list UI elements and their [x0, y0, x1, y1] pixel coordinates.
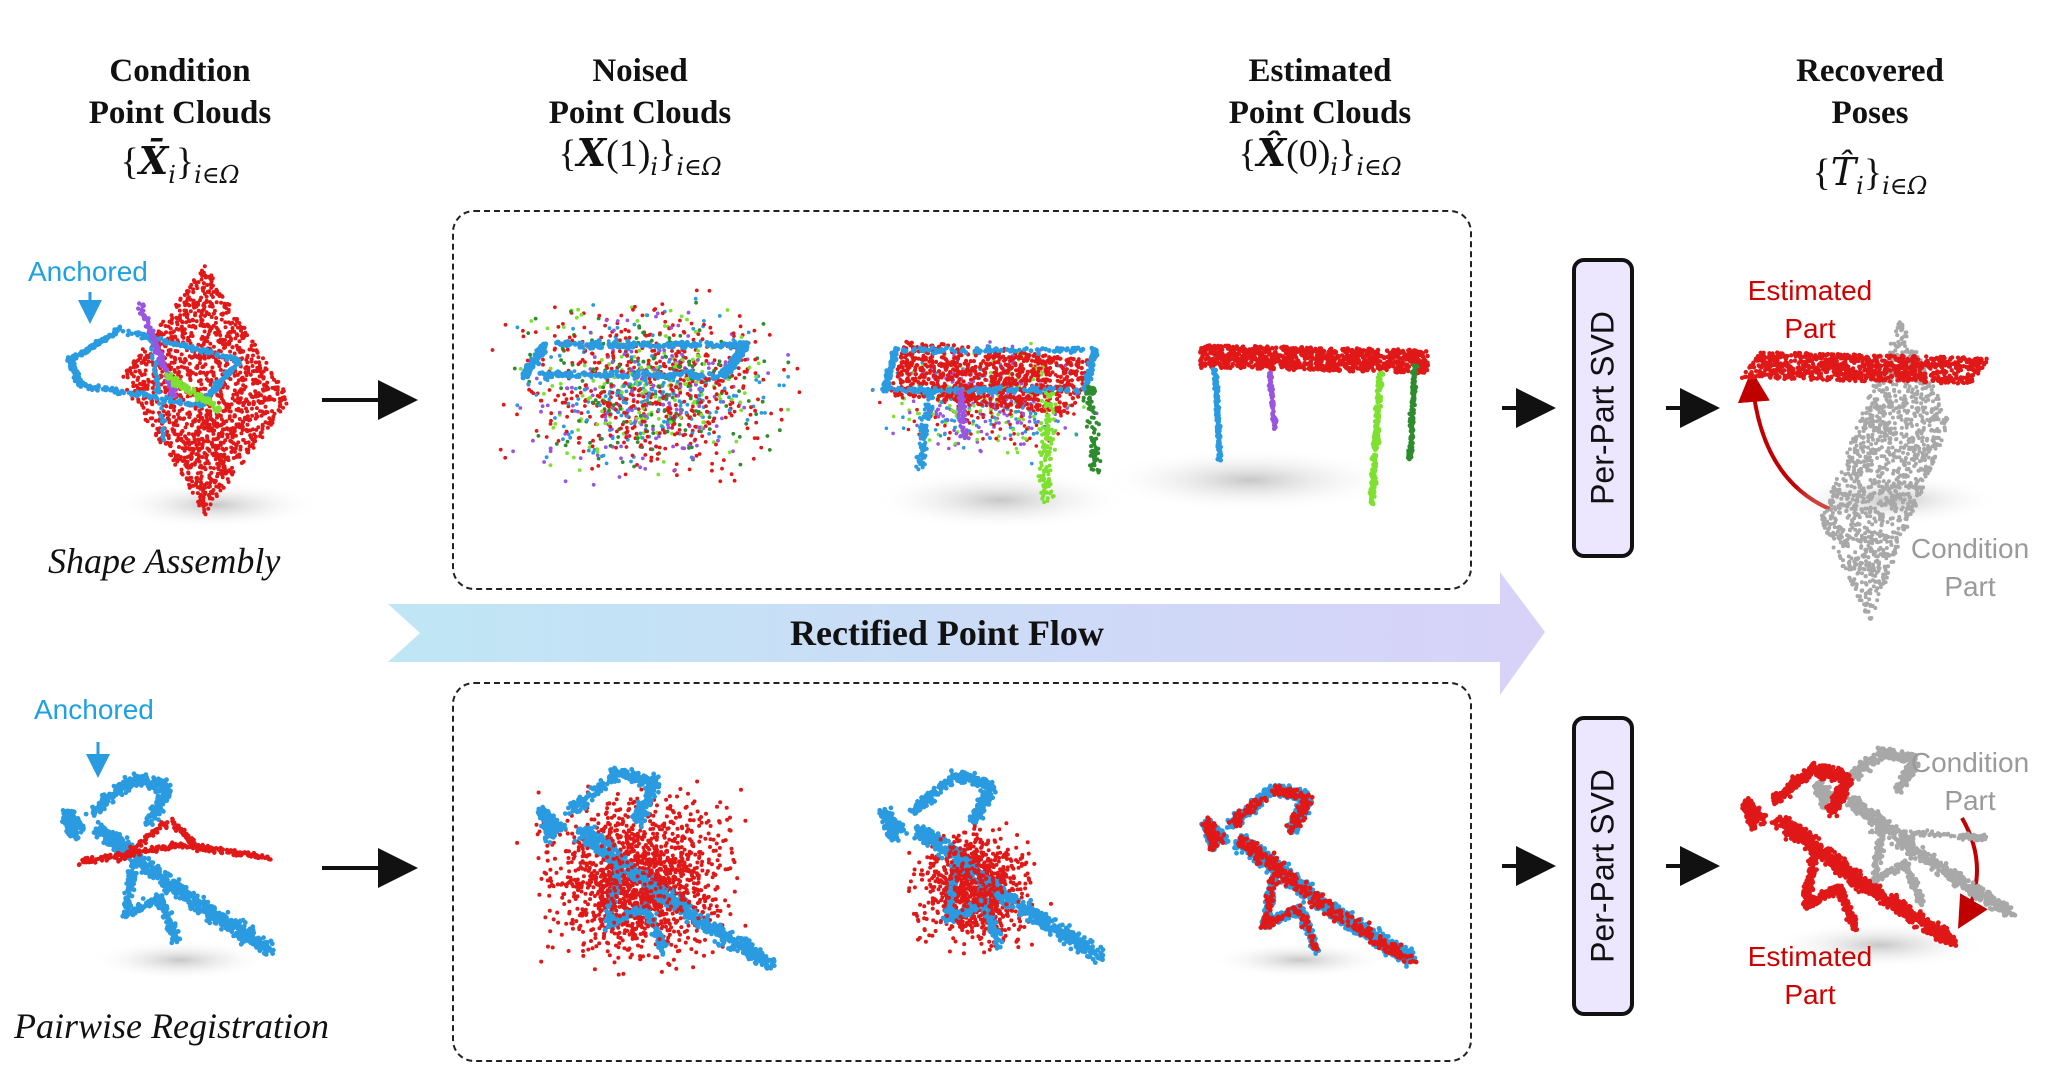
task-label-pairwise-registration: Pairwise Registration: [14, 1005, 329, 1047]
shadow-condition-bottom: [90, 940, 270, 980]
estimated-part-label-top: Estimated Part: [1720, 272, 1900, 348]
task-label-shape-assembly: Shape Assembly: [48, 540, 280, 582]
estimated-cloud-bottom: [1199, 783, 1419, 969]
anchored-label-top: Anchored: [28, 256, 148, 288]
estimated-cloud-top: [1198, 343, 1430, 507]
header-recovered: Recovered Poses: [1730, 50, 2010, 134]
header-noised: Noised Point Clouds: [500, 50, 780, 134]
math-noised: {X(1)i}i∈Ω: [500, 130, 780, 182]
noised-cloud-top-1: [490, 288, 802, 487]
noised-cloud-top-2: [870, 339, 1103, 505]
noised-estimated-panel-bottom: [452, 682, 1472, 1062]
rectified-flow-arrow: [388, 572, 1545, 695]
condition-part-label-top: Condition Part: [1880, 530, 2059, 606]
per-part-svd-box-bottom: Per-Part SVD: [1572, 716, 1634, 1016]
condition-part-label-bottom: Condition Part: [1880, 744, 2059, 820]
condition-cloud-bottom: [60, 771, 276, 957]
header-estimated: Estimated Point Clouds: [1180, 50, 1460, 134]
estimated-part-label-bottom: Estimated Part: [1720, 938, 1900, 1014]
per-part-svd-label-bottom: Per-Part SVD: [1585, 769, 1622, 963]
math-condition: {X̄i}i∈Ω: [40, 138, 320, 190]
recovered-cloud-top: [1739, 320, 1989, 621]
per-part-svd-box-top: Per-Part SVD: [1572, 258, 1634, 558]
shadow-noised-top-2: [870, 470, 1130, 530]
noised-estimated-panel-top: [452, 210, 1472, 590]
anchored-label-bottom: Anchored: [34, 694, 154, 726]
shadow-estimated-bottom: [1210, 942, 1390, 978]
rotation-arrow-bottom: [1958, 817, 1988, 929]
math-recovered: {T̂i}i∈Ω: [1730, 150, 2010, 201]
shadow-condition-top: [110, 481, 320, 529]
noised-cloud-bottom-1: [515, 765, 777, 977]
recovered-cloud-bottom: [1740, 745, 2018, 948]
math-estimated: {X̂(0)i}i∈Ω: [1180, 130, 1460, 182]
noised-cloud-bottom-2: [877, 768, 1106, 965]
rectified-point-flow-label: Rectified Point Flow: [790, 612, 1104, 654]
condition-cloud-top: [65, 264, 289, 517]
per-part-svd-label-top: Per-Part SVD: [1585, 311, 1622, 505]
header-condition: Condition Point Clouds: [40, 50, 320, 134]
shadow-estimated-top: [1100, 448, 1400, 512]
